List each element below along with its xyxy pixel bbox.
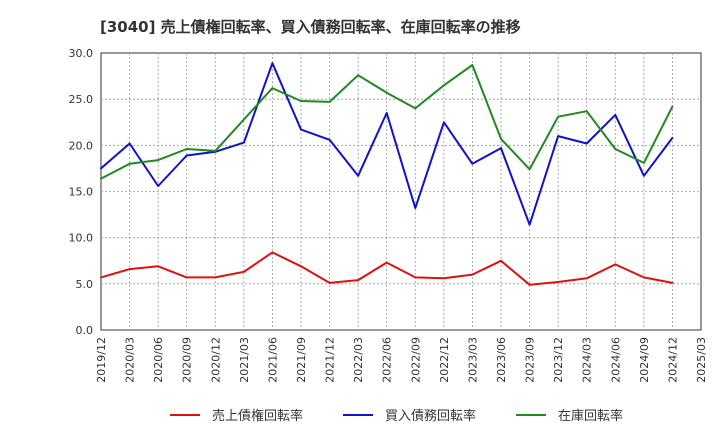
- x-tick-label: 2020/12: [209, 337, 222, 383]
- y-tick-label: 20.0: [69, 139, 94, 152]
- x-tick-label: 2020/06: [152, 337, 165, 383]
- x-tick-label: 2024/06: [609, 337, 622, 383]
- x-tick-label: 2021/03: [238, 337, 251, 383]
- x-tick-label: 2022/09: [409, 337, 422, 383]
- x-tick-label: 2024/03: [581, 337, 594, 383]
- y-tick-label: 15.0: [69, 186, 94, 199]
- x-tick-label: 2023/09: [524, 337, 537, 383]
- x-tick-label: 2020/09: [181, 337, 194, 383]
- x-tick-label: 2023/03: [466, 337, 479, 383]
- x-tick-label: 2021/06: [266, 337, 279, 383]
- x-tick-label: 2022/06: [381, 337, 394, 383]
- x-tick-label: 2023/06: [495, 337, 508, 383]
- y-tick-label: 5.0: [76, 278, 94, 291]
- legend: 売上債権回転率 買入債務回転率 在庫回転率: [170, 408, 623, 424]
- x-tick-label: 2020/03: [124, 337, 137, 383]
- x-tick-label: 2022/12: [438, 337, 451, 383]
- x-tick-label: 2021/09: [295, 337, 308, 383]
- x-axis: 2019/12 2020/03 2020/06 2020/09 2020/12 2021/…: [95, 337, 708, 383]
- x-tick-label: 2025/03: [695, 337, 708, 383]
- y-tick-label: 0.0: [76, 324, 94, 337]
- x-tick-label: 2023/12: [552, 337, 565, 383]
- legend-label: 買入債務回転率: [385, 408, 476, 424]
- series-line: [100, 64, 674, 180]
- legend-label: 売上債権回転率: [212, 408, 303, 424]
- x-tick-label: 2022/03: [352, 337, 365, 383]
- x-tick-label: 2024/09: [638, 337, 651, 383]
- y-tick-label: 10.0: [69, 232, 94, 245]
- x-tick-label: 2021/12: [324, 337, 337, 383]
- x-tick-label: 2019/12: [95, 337, 108, 383]
- x-tick-label: 2024/12: [666, 337, 679, 383]
- series-line: [100, 62, 674, 226]
- y-tick-label: 25.0: [69, 93, 94, 106]
- chart-title: [3040] 売上債権回転率、買入債務回転率、在庫回転率の推移: [100, 18, 521, 36]
- series-layer: [100, 62, 674, 286]
- grid-lines: [101, 53, 701, 330]
- legend-label: 在庫回転率: [558, 408, 623, 424]
- y-axis: 0.0 5.0 10.0 15.0 20.0 25.0 30.0: [69, 47, 94, 337]
- y-tick-label: 30.0: [69, 47, 94, 60]
- series-line: [100, 251, 674, 286]
